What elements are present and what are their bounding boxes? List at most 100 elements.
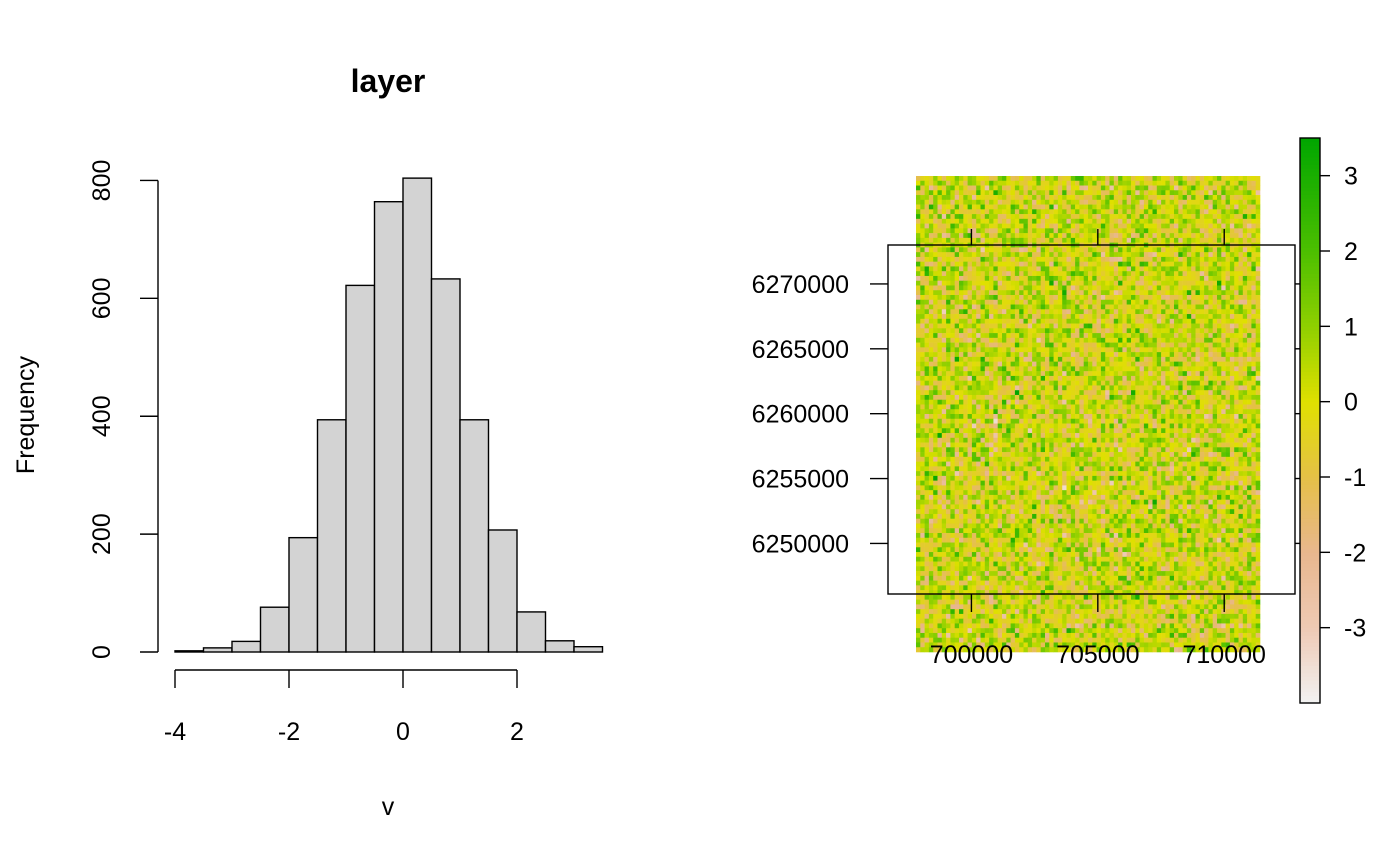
- raster-cell: [1019, 195, 1024, 201]
- raster-cell: [916, 256, 921, 262]
- raster-cell: [967, 356, 973, 362]
- raster-cell: [1083, 218, 1089, 224]
- raster-cell: [963, 328, 968, 334]
- raster-cell: [1165, 237, 1170, 243]
- raster-cell: [1156, 275, 1162, 282]
- raster-cell: [941, 199, 947, 205]
- raster-cell: [997, 428, 1003, 434]
- raster-cell: [1234, 375, 1239, 381]
- raster-cell: [1174, 461, 1179, 467]
- raster-cell: [1195, 185, 1201, 191]
- raster-cell: [1118, 347, 1123, 353]
- raster-cell: [1079, 333, 1084, 339]
- raster-cell: [1036, 309, 1041, 315]
- raster-cell: [1002, 337, 1007, 343]
- raster-cell: [1174, 347, 1179, 353]
- raster-cell: [1191, 233, 1196, 239]
- raster-cell: [924, 261, 930, 267]
- raster-cell: [1118, 461, 1123, 467]
- raster-cell: [993, 433, 998, 439]
- raster-cell: [1126, 252, 1132, 258]
- raster-cell: [1186, 380, 1192, 386]
- raster-cell: [980, 442, 986, 448]
- raster-cell: [997, 375, 1003, 381]
- raster-cell: [1229, 437, 1235, 443]
- raster-cell: [1088, 342, 1093, 348]
- raster-cell: [1152, 394, 1158, 401]
- raster-cell: [1113, 390, 1119, 396]
- raster-cell: [1002, 304, 1007, 310]
- raster-cell: [1109, 409, 1115, 415]
- raster-cell: [1010, 295, 1016, 301]
- raster-cell: [963, 352, 968, 358]
- raster-cell: [1135, 247, 1140, 253]
- raster-cell: [1075, 404, 1080, 410]
- raster-cell: [1075, 361, 1080, 367]
- raster-cell: [1027, 209, 1033, 215]
- raster-cell: [920, 394, 925, 401]
- raster-cell: [976, 233, 981, 239]
- raster-cell: [1152, 385, 1158, 391]
- raster-cell: [920, 299, 925, 305]
- raster-cell: [1165, 261, 1170, 267]
- raster-cell: [1251, 456, 1256, 462]
- raster-cell: [1191, 318, 1196, 324]
- raster-cell: [1174, 380, 1179, 386]
- raster-cell: [933, 433, 938, 439]
- raster-cell: [1096, 237, 1102, 243]
- raster-cell: [1126, 366, 1132, 372]
- raster-cell: [980, 371, 986, 377]
- raster-cell: [1212, 199, 1218, 205]
- raster-cell: [937, 461, 943, 467]
- raster-cell: [1066, 228, 1072, 234]
- raster-cell: [950, 380, 955, 386]
- raster-cell: [1221, 204, 1226, 210]
- raster-cell: [1105, 318, 1110, 324]
- raster-cell: [937, 366, 943, 372]
- raster-cell: [1109, 290, 1115, 296]
- raster-cell: [1229, 409, 1235, 415]
- raster-cell: [1225, 342, 1231, 348]
- raster-cell: [1131, 309, 1136, 315]
- raster-cell: [963, 414, 968, 420]
- raster-cell: [1079, 385, 1084, 391]
- raster-cell: [1002, 394, 1007, 401]
- raster-cell: [1135, 228, 1140, 234]
- raster-cell: [1006, 299, 1011, 305]
- raster-cell: [1247, 323, 1252, 329]
- raster-cell: [1036, 361, 1041, 367]
- raster-cell: [1100, 318, 1106, 324]
- raster-cell: [1105, 190, 1110, 196]
- raster-cell: [1027, 185, 1033, 191]
- raster-cell: [1165, 442, 1170, 448]
- raster-cell: [928, 314, 934, 320]
- raster-cell: [1217, 295, 1222, 301]
- raster-cell: [1234, 409, 1239, 415]
- raster-cell: [989, 337, 994, 343]
- raster-cell: [933, 342, 938, 348]
- raster-cell: [1088, 418, 1093, 424]
- raster-cell: [1070, 337, 1076, 343]
- raster-cell: [1204, 223, 1209, 229]
- raster-cell: [976, 466, 981, 472]
- raster-cell: [971, 271, 977, 277]
- raster-cell: [980, 328, 986, 334]
- raster-cell: [933, 328, 938, 334]
- raster-cell: [1100, 323, 1106, 329]
- raster-cell: [1251, 256, 1256, 262]
- raster-cell: [1036, 347, 1041, 353]
- raster-cell: [1083, 375, 1089, 381]
- raster-cell: [1217, 442, 1222, 448]
- raster-cell: [1152, 418, 1158, 424]
- raster-cell: [984, 328, 990, 334]
- raster-cell: [984, 366, 990, 372]
- raster-cell: [1139, 299, 1145, 305]
- raster-cell: [1118, 199, 1123, 205]
- raster-cell: [1006, 366, 1011, 372]
- raster-cell: [1165, 247, 1170, 253]
- raster-cell: [980, 218, 986, 224]
- raster-cell: [1113, 218, 1119, 224]
- raster-cell: [941, 252, 947, 258]
- raster-cell: [1255, 228, 1261, 234]
- raster-cell: [1165, 375, 1170, 381]
